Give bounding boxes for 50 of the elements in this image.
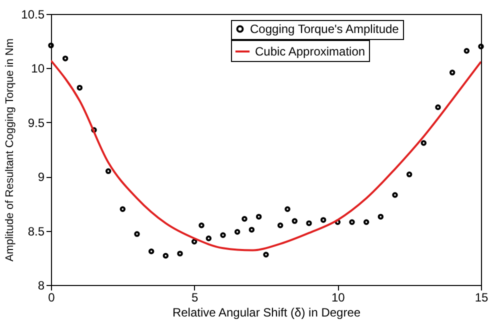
point: [363, 219, 370, 225]
y-tick-label: 9.5: [28, 116, 45, 130]
point: [277, 222, 284, 228]
point: [248, 226, 255, 233]
point: [162, 252, 169, 259]
point: [206, 236, 212, 242]
point: [378, 214, 384, 220]
point: [105, 168, 112, 174]
point: [478, 44, 484, 50]
point: [334, 219, 341, 225]
legend-label: Cubic Approximation: [255, 44, 366, 58]
x-tick-label: 10: [331, 290, 346, 304]
x-tick-label: 0: [48, 290, 56, 304]
point: [263, 252, 269, 258]
point: [420, 140, 427, 146]
point: [392, 192, 398, 198]
y-tick-label: 10: [31, 62, 45, 76]
point: [220, 232, 226, 238]
y-tick-label: 8: [38, 278, 45, 292]
point: [76, 84, 83, 91]
x-axis-title: Relative Angular Shift (δ) in Degree: [172, 306, 361, 320]
point: [177, 250, 183, 256]
point: [134, 231, 140, 237]
y-tick-label: 8.5: [28, 224, 45, 238]
y-tick-label: 9: [38, 170, 45, 184]
line-series: [51, 60, 481, 252]
point: [464, 48, 470, 54]
point: [148, 248, 154, 254]
point: [292, 218, 298, 224]
y-tick-label: 10.5: [21, 8, 45, 22]
point: [449, 70, 456, 76]
legend-label: Cogging Torque's Amplitude: [250, 22, 400, 36]
point: [435, 104, 441, 110]
x-tick-label: 5: [191, 290, 198, 304]
point: [406, 172, 412, 178]
point: [62, 56, 68, 62]
x-tick-label: 15: [474, 290, 488, 304]
point: [242, 216, 248, 222]
point: [284, 206, 290, 212]
y-axis-title: Amplitude of Resultant Cogging Torque in Nm: [4, 38, 16, 262]
point: [120, 206, 126, 212]
point: [91, 127, 97, 133]
point: [306, 220, 312, 226]
point: [234, 229, 240, 235]
point: [256, 214, 262, 220]
point: [48, 42, 54, 48]
point: [198, 222, 204, 228]
point: [349, 219, 355, 225]
point: [320, 217, 326, 223]
point: [191, 238, 198, 245]
